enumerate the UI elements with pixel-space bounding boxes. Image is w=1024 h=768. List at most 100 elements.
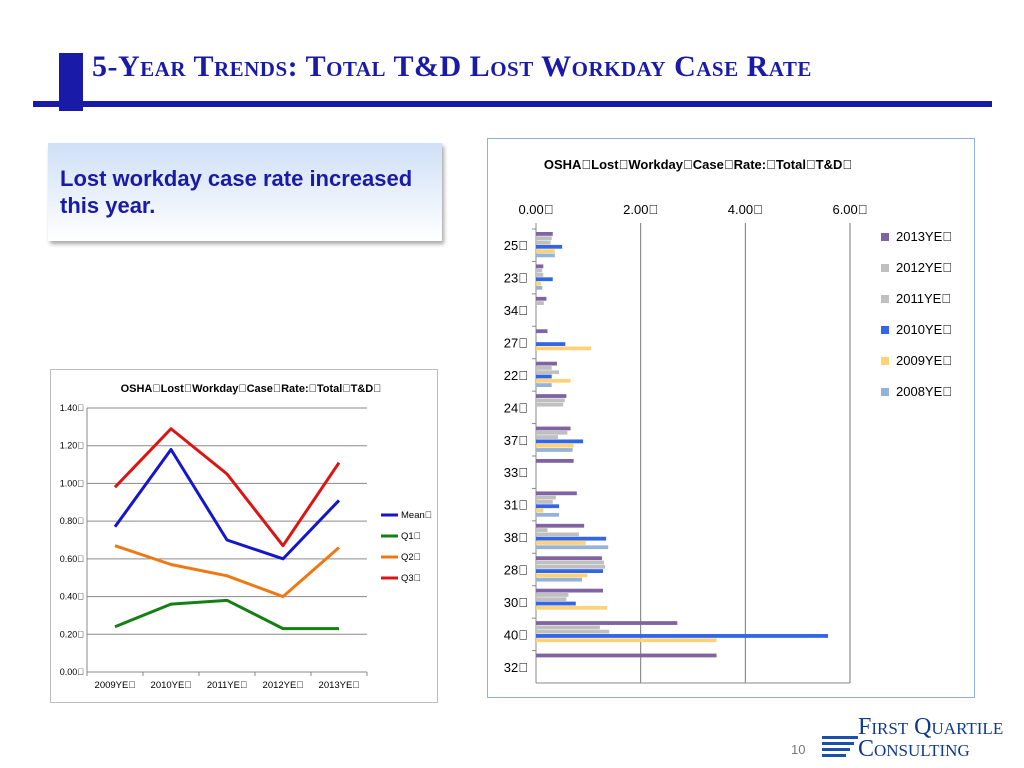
bar-mark bbox=[536, 541, 586, 545]
bar-mark bbox=[536, 398, 565, 403]
line-x-tick-label: 2012YE  bbox=[263, 680, 304, 691]
line-legend-label: Q3  bbox=[401, 573, 421, 584]
bar-x-tick-label: 2.00  bbox=[623, 202, 658, 217]
line-x-tick-label: 2011YE  bbox=[207, 680, 247, 691]
bar-category-label: 38  bbox=[504, 530, 528, 545]
company-logo: First Quartile Consulting bbox=[822, 714, 1022, 764]
bar-legend-label: 2013YE  bbox=[896, 229, 952, 244]
bar-legend-label: 2009YE  bbox=[896, 353, 952, 368]
bar-mark bbox=[536, 430, 568, 435]
bar-mark bbox=[536, 435, 558, 439]
bar-mark bbox=[536, 268, 543, 273]
bar-mark bbox=[536, 523, 585, 528]
bar-category-label: 32  bbox=[504, 660, 528, 675]
bar-mark bbox=[536, 621, 678, 625]
bar-mark bbox=[536, 564, 606, 569]
bar-mark bbox=[536, 491, 577, 496]
bar-mark bbox=[536, 232, 553, 236]
bar-mark bbox=[536, 366, 552, 370]
line-y-tick-label: 1.40  bbox=[60, 403, 84, 413]
bar-mark bbox=[536, 500, 553, 504]
bar-mark bbox=[536, 443, 574, 448]
bar-mark bbox=[536, 253, 555, 258]
bar-mark bbox=[536, 560, 605, 565]
bar-mark bbox=[536, 402, 564, 407]
bar-mark bbox=[536, 459, 574, 463]
bar-mark bbox=[536, 249, 555, 253]
bar-mark bbox=[536, 346, 591, 351]
bar-mark bbox=[536, 383, 552, 388]
bar-category-label: 31  bbox=[504, 498, 528, 513]
bar-legend-swatch bbox=[881, 326, 889, 334]
bar-mark bbox=[536, 394, 567, 398]
line-series-0 bbox=[113, 447, 341, 561]
bar-mark bbox=[536, 264, 544, 269]
bar-mark bbox=[536, 504, 560, 509]
bar-mark bbox=[536, 301, 544, 305]
line-legend-label: Q2  bbox=[401, 552, 421, 563]
bar-chart-container: OSHA Lost Workday Case Rate: Total T&D  0… bbox=[487, 138, 975, 698]
bar-mark bbox=[536, 495, 556, 500]
bar-x-tick-label: 4.00  bbox=[728, 202, 763, 217]
bar-mark bbox=[536, 236, 552, 241]
logo-text-line2: Consulting bbox=[858, 736, 970, 762]
bar-mark bbox=[536, 296, 547, 301]
bar-category-label: 34  bbox=[504, 303, 528, 318]
bar-legend-label: 2010YE  bbox=[896, 322, 952, 337]
line-series-2 bbox=[114, 544, 340, 599]
bar-mark bbox=[536, 374, 552, 379]
line-x-tick-label: 2010YE  bbox=[151, 680, 192, 691]
line-series-1 bbox=[114, 598, 339, 631]
line-series-3 bbox=[113, 427, 341, 548]
bar-category-label: 25  bbox=[504, 238, 528, 253]
bar-legend-swatch bbox=[881, 357, 889, 365]
line-chart: OSHA Lost Workday Case Rate: Total T&D  0… bbox=[60, 383, 432, 691]
bar-mark bbox=[536, 629, 610, 634]
line-y-tick-label: 0.00  bbox=[60, 667, 84, 677]
line-y-tick-label: 0.40  bbox=[60, 592, 84, 602]
bar-mark bbox=[536, 281, 542, 286]
bar-mark bbox=[536, 426, 571, 431]
bar-mark bbox=[536, 439, 584, 444]
bar-x-tick-label: 0.00  bbox=[518, 202, 553, 217]
line-chart-container: OSHA Lost Workday Case Rate: Total T&D  0… bbox=[50, 369, 438, 703]
bar-mark bbox=[536, 512, 560, 517]
bar-category-label: 24  bbox=[504, 400, 528, 415]
bar-legend-label: 2012YE  bbox=[896, 260, 952, 275]
bar-legend-label: 2011YE  bbox=[896, 291, 951, 306]
line-y-tick-label: 1.00  bbox=[60, 478, 84, 488]
bar-mark bbox=[536, 342, 566, 346]
bar-mark bbox=[536, 653, 717, 658]
bar-category-label: 33  bbox=[504, 465, 528, 480]
bar-legend-swatch bbox=[881, 233, 889, 241]
bar-mark bbox=[536, 244, 563, 249]
bar-mark bbox=[536, 597, 567, 602]
bar-mark bbox=[536, 361, 557, 366]
bar-mark bbox=[536, 448, 573, 452]
bar-mark bbox=[536, 277, 553, 282]
bar-category-label: 40  bbox=[504, 627, 528, 642]
bar-chart-title: OSHA Lost Workday Case Rate: Total T&D  bbox=[544, 157, 852, 172]
bar-legend-swatch bbox=[881, 295, 889, 303]
bar-mark bbox=[536, 370, 560, 375]
bar-category-label: 28  bbox=[504, 563, 528, 578]
bar-mark bbox=[536, 528, 548, 532]
line-y-tick-label: 0.60  bbox=[60, 554, 84, 564]
slide-title: 5-Year Trends: Total T&D Lost Workday Ca… bbox=[92, 50, 812, 83]
logo-text-line1: First Quartile bbox=[858, 714, 1004, 740]
bar-mark bbox=[536, 601, 576, 606]
bar-mark bbox=[536, 508, 544, 513]
bar-mark bbox=[536, 285, 543, 290]
bar-mark bbox=[536, 638, 717, 643]
bar-mark bbox=[536, 273, 544, 277]
bar-category-label: 37  bbox=[504, 433, 528, 448]
bar-mark bbox=[536, 588, 603, 593]
bar-mark bbox=[536, 240, 551, 245]
page-number: 10 bbox=[791, 742, 806, 757]
bar-mark bbox=[536, 573, 588, 578]
bar-mark bbox=[536, 605, 608, 610]
bar-mark bbox=[536, 634, 829, 638]
bar-chart: OSHA Lost Workday Case Rate: Total T&D  0… bbox=[504, 157, 952, 684]
bar-category-label: 23  bbox=[504, 271, 528, 286]
bar-legend-swatch bbox=[881, 388, 889, 396]
